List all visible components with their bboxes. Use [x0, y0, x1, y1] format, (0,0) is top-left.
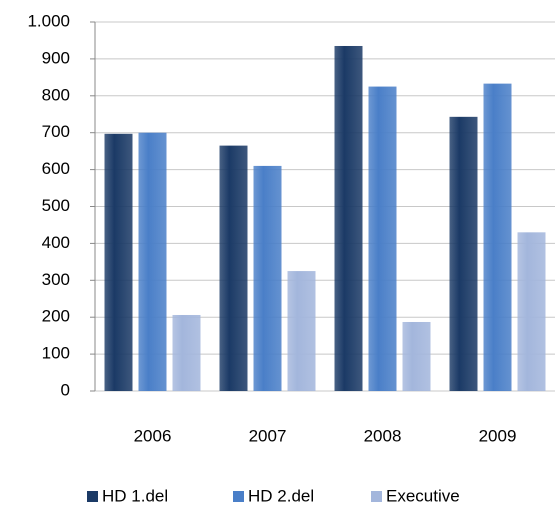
y-tick-label: 0	[61, 380, 70, 399]
y-tick-label: 800	[42, 85, 70, 104]
y-tick-label: 400	[42, 233, 70, 252]
legend-swatch	[371, 491, 382, 502]
x-tick-label: 2006	[134, 426, 172, 445]
y-tick-label: 600	[42, 159, 70, 178]
y-tick-label: 200	[42, 307, 70, 326]
bar	[402, 321, 431, 391]
bar	[253, 165, 282, 391]
legend-swatch	[233, 491, 244, 502]
y-tick-label: 100	[42, 344, 70, 363]
x-tick-label: 2007	[249, 426, 287, 445]
legend-swatch	[87, 491, 98, 502]
bar	[449, 116, 478, 391]
bar	[138, 132, 167, 391]
bar	[483, 83, 512, 392]
bar	[517, 232, 546, 391]
y-tick-label: 500	[42, 196, 70, 215]
legend-label: Executive	[386, 486, 460, 505]
legend-label: HD 2.del	[248, 486, 314, 505]
x-tick-label: 2009	[479, 426, 517, 445]
y-tick-label: 1.000	[27, 11, 70, 30]
bar	[334, 45, 363, 392]
bar	[104, 133, 133, 391]
bar	[172, 314, 201, 391]
bar	[219, 145, 248, 391]
y-tick-label: 700	[42, 122, 70, 141]
y-tick-label: 300	[42, 270, 70, 289]
bar	[287, 271, 316, 391]
y-tick-label: 900	[42, 48, 70, 67]
legend-label: HD 1.del	[102, 486, 168, 505]
x-tick-label: 2008	[364, 426, 402, 445]
bar	[368, 86, 397, 391]
